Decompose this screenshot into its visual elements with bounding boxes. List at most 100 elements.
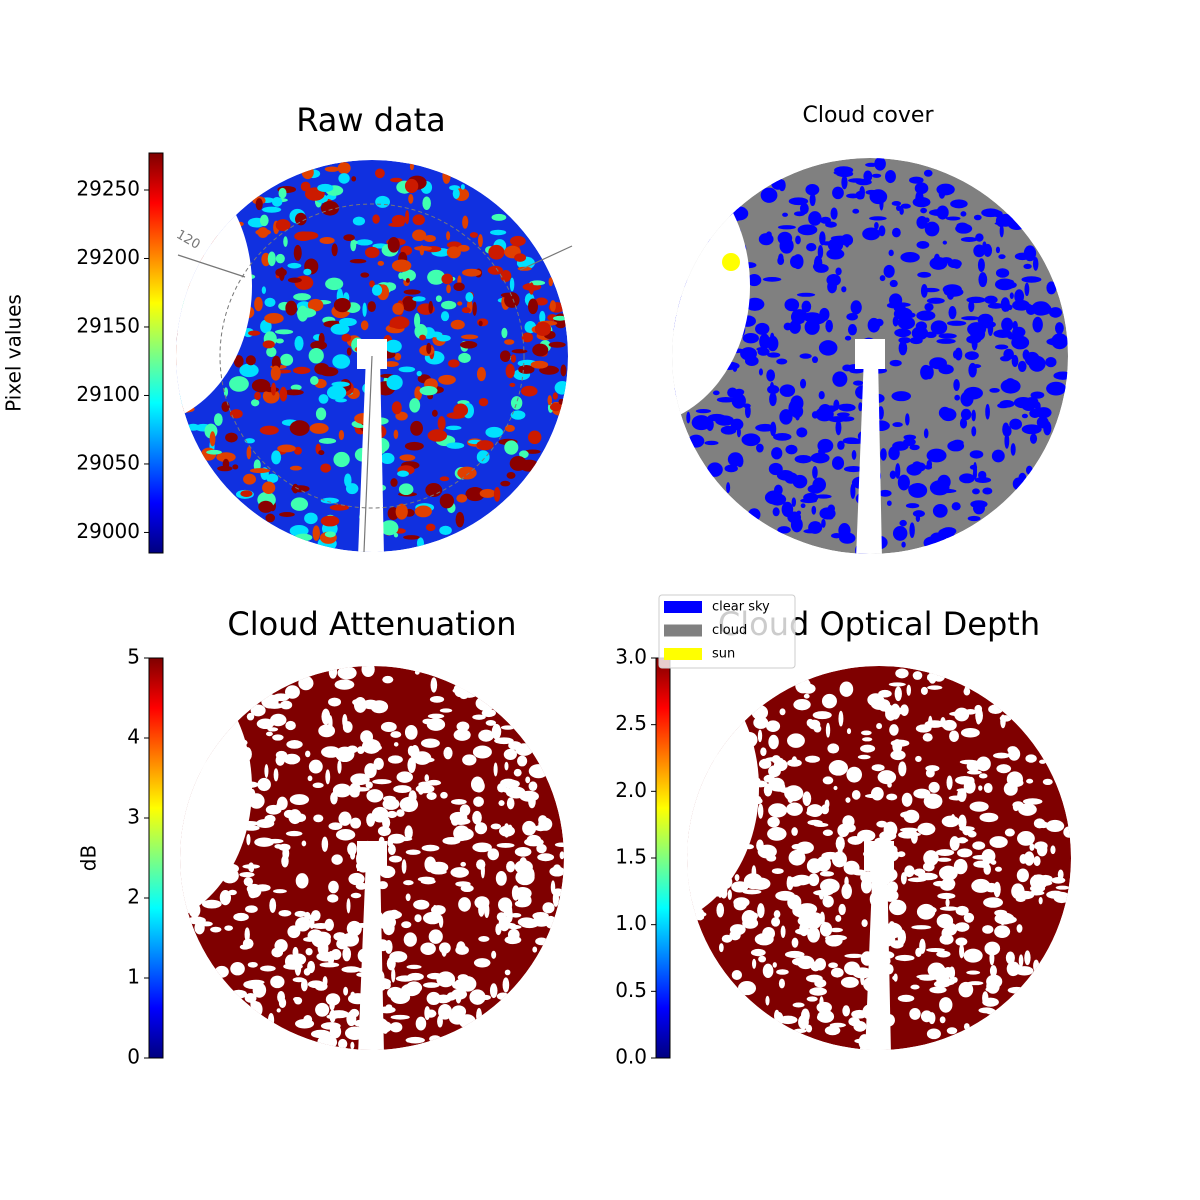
texture [841, 175, 848, 190]
texture [328, 666, 338, 679]
texture [518, 364, 535, 374]
texture [860, 744, 876, 753]
texture [700, 417, 707, 428]
texture [473, 958, 491, 968]
texture [367, 301, 376, 313]
texture [537, 853, 555, 862]
texture [1046, 281, 1057, 295]
texture [929, 256, 948, 270]
colorbar-tick-label: 1.0 [615, 911, 647, 935]
texture [777, 225, 796, 230]
texture [294, 910, 307, 918]
texture [255, 198, 263, 211]
texture [907, 877, 927, 883]
texture [254, 837, 275, 847]
texture [1005, 378, 1015, 386]
texture [249, 468, 270, 474]
texture [301, 840, 307, 847]
texture [349, 1008, 360, 1018]
texture [878, 489, 892, 497]
texture [793, 699, 811, 711]
texture [408, 194, 414, 204]
texture [840, 976, 859, 988]
texture [982, 241, 987, 249]
texture [458, 352, 471, 363]
texture [832, 371, 848, 387]
texture [808, 211, 822, 226]
texture [791, 733, 801, 748]
texture [404, 441, 424, 451]
texture [695, 409, 712, 414]
texture [273, 889, 287, 894]
texture [398, 366, 416, 373]
texture [924, 217, 930, 223]
overlay-line [519, 245, 573, 271]
texture [346, 898, 351, 914]
texture [465, 292, 474, 303]
texture [822, 895, 834, 908]
texture [937, 892, 956, 900]
texture [789, 320, 801, 334]
texture [414, 505, 432, 518]
texture [462, 215, 469, 229]
texture [1051, 876, 1066, 884]
texture [790, 312, 796, 322]
texture [791, 827, 798, 836]
texture [265, 804, 282, 815]
texture [318, 724, 336, 738]
texture [462, 754, 477, 766]
texture [952, 350, 959, 359]
texture [250, 704, 266, 717]
texture [995, 246, 1001, 254]
texture [331, 243, 338, 257]
texture [911, 925, 932, 930]
texture [429, 1035, 442, 1043]
texture [280, 353, 294, 366]
texture [246, 446, 252, 460]
texture [886, 881, 898, 894]
texture [774, 1009, 780, 1022]
texture [446, 442, 465, 449]
texture [997, 213, 1014, 227]
mask [856, 356, 882, 554]
texture [342, 714, 348, 729]
texture [895, 954, 915, 962]
texture [292, 366, 311, 375]
texture [969, 801, 989, 812]
texture [350, 817, 362, 829]
texture [343, 234, 355, 242]
texture [763, 783, 773, 797]
colorbar-label: Pixel values [2, 294, 26, 412]
texture [500, 292, 515, 298]
texture [290, 384, 302, 391]
texture [472, 842, 492, 853]
texture [453, 282, 465, 291]
texture [330, 791, 338, 805]
texture [337, 162, 351, 175]
texture [860, 871, 876, 884]
texture [452, 188, 460, 199]
texture [547, 395, 552, 406]
texture [848, 1017, 860, 1027]
texture [1009, 418, 1023, 430]
texture [729, 924, 746, 936]
texture [950, 813, 956, 823]
texture [809, 193, 816, 207]
texture [958, 981, 974, 998]
texture [210, 926, 222, 933]
texture [410, 420, 423, 436]
texture [254, 296, 263, 312]
texture [506, 924, 522, 930]
texture [939, 997, 953, 1013]
texture [350, 892, 362, 899]
texture [453, 403, 469, 417]
texture [403, 773, 410, 782]
texture [325, 277, 344, 291]
texture [383, 361, 399, 368]
texture [737, 981, 757, 996]
texture [430, 677, 438, 693]
texture [406, 964, 422, 970]
texture [1022, 798, 1043, 805]
texture [280, 700, 293, 710]
texture [524, 449, 541, 454]
